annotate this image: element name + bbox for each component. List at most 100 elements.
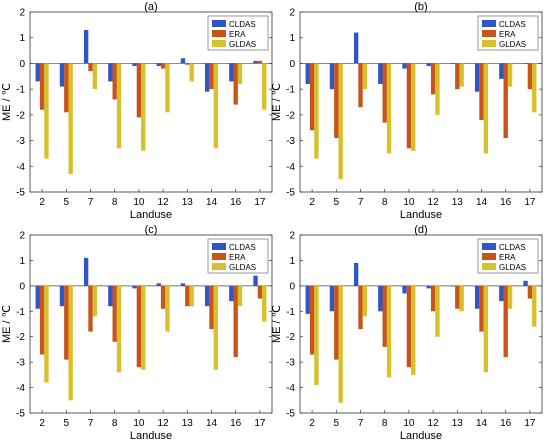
y-axis-label: ME / ℃ [271, 83, 283, 121]
x-tick-label: 12 [428, 197, 440, 208]
bar-cldas-7 [83, 257, 89, 286]
bar-cldas-2 [305, 63, 310, 84]
x-tick-label: 2 [309, 418, 315, 429]
x-tick-label: 17 [524, 418, 536, 429]
bar-era-7 [88, 285, 93, 332]
legend-swatch-era [212, 30, 226, 37]
y-tick-label: -3 [16, 136, 25, 147]
legend-label-cldas: CLDAS [229, 243, 256, 252]
bar-gldas-5 [338, 285, 343, 403]
bar-cldas-8 [108, 63, 113, 82]
legend-label-gldas: GLDAS [499, 40, 526, 49]
bar-cldas-5 [59, 285, 65, 307]
bar-cldas-13 [180, 283, 186, 286]
bar-cldas-14 [474, 63, 480, 92]
bar-gldas-10 [141, 285, 146, 370]
x-tick-label: 2 [309, 197, 315, 208]
legend-swatch-era [482, 253, 496, 260]
x-tick-label: 5 [64, 418, 70, 429]
y-tick-label: -4 [16, 383, 25, 394]
bar-era-14 [479, 285, 484, 332]
bar-cldas-17 [253, 275, 258, 286]
y-tick-label: 1 [289, 256, 295, 267]
x-tick-label: 14 [476, 197, 488, 208]
y-tick-label: 1 [289, 33, 295, 44]
bar-gldas-17 [262, 285, 267, 322]
bar-cldas-10 [132, 285, 137, 289]
bar-era-16 [233, 285, 238, 358]
y-tick-label: -3 [286, 136, 295, 147]
bar-gldas-17 [532, 63, 537, 113]
legend-label-cldas: CLDAS [499, 20, 526, 29]
bar-era-5 [64, 285, 69, 360]
x-tick-label: 12 [158, 197, 170, 208]
bar-cldas-17 [523, 280, 528, 286]
bar-era-12 [430, 285, 436, 312]
bar-gldas-13 [459, 63, 464, 87]
bar-gldas-17 [532, 285, 537, 327]
x-tick-label: 14 [206, 418, 218, 429]
y-tick-label: -3 [286, 358, 295, 369]
bar-era-17 [257, 60, 263, 64]
bar-gldas-8 [386, 63, 392, 154]
bar-era-10 [406, 63, 412, 149]
bar-gldas-16 [237, 285, 243, 307]
bar-era-2 [39, 285, 45, 355]
bar-gldas-7 [92, 285, 98, 317]
bar-era-16 [503, 63, 508, 138]
y-tick-label: -2 [286, 110, 295, 121]
bar-cldas-7 [353, 262, 359, 286]
bar-cldas-10 [402, 285, 407, 294]
x-tick-label: 10 [403, 418, 415, 429]
y-tick-label: -5 [16, 188, 25, 199]
legend-swatch-gldas [482, 263, 496, 270]
bar-era-5 [334, 285, 339, 360]
bar-gldas-10 [411, 285, 416, 375]
y-tick-label: -1 [286, 85, 295, 96]
x-tick-label: 10 [403, 197, 415, 208]
bar-gldas-2 [44, 285, 49, 383]
bar-gldas-5 [68, 285, 73, 401]
bar-cldas-14 [204, 63, 210, 92]
panel-title: (c) [145, 224, 158, 236]
bar-gldas-2 [44, 63, 49, 159]
bar-cldas-8 [378, 63, 383, 84]
legend-label-era: ERA [229, 253, 246, 262]
x-axis-label: Landuse [130, 209, 172, 221]
x-tick-label: 8 [382, 418, 388, 429]
bar-gldas-10 [411, 63, 416, 151]
y-tick-label: -2 [16, 110, 25, 121]
bar-gldas-17 [262, 63, 267, 110]
bar-era-8 [112, 63, 117, 100]
x-axis-label: Landuse [400, 209, 442, 221]
bar-gldas-8 [116, 285, 122, 373]
x-tick-label: 2 [39, 418, 45, 429]
panel-title: (d) [414, 224, 427, 236]
legend-swatch-cldas [212, 243, 226, 250]
y-tick-label: -5 [16, 409, 25, 420]
bar-era-8 [112, 285, 117, 342]
x-tick-label: 13 [182, 197, 194, 208]
bar-cldas-14 [204, 285, 210, 307]
legend-swatch-gldas [212, 263, 226, 270]
y-tick-label: -4 [286, 383, 295, 394]
y-tick-label: -1 [286, 307, 295, 318]
bar-era-8 [382, 63, 387, 123]
bar-era-17 [527, 285, 533, 299]
x-tick-label: 5 [334, 418, 340, 429]
bar-era-10 [136, 63, 142, 118]
legend-label-gldas: GLDAS [229, 40, 256, 49]
bar-gldas-14 [483, 285, 489, 373]
x-tick-label: 16 [230, 418, 242, 429]
bar-era-10 [406, 285, 412, 368]
bar-gldas-7 [362, 63, 368, 90]
bar-era-14 [209, 285, 214, 330]
y-tick-label: -1 [16, 307, 25, 318]
x-tick-label: 8 [112, 418, 118, 429]
x-tick-label: 8 [112, 197, 118, 208]
bar-gldas-2 [314, 285, 319, 386]
legend-label-era: ERA [499, 30, 516, 39]
